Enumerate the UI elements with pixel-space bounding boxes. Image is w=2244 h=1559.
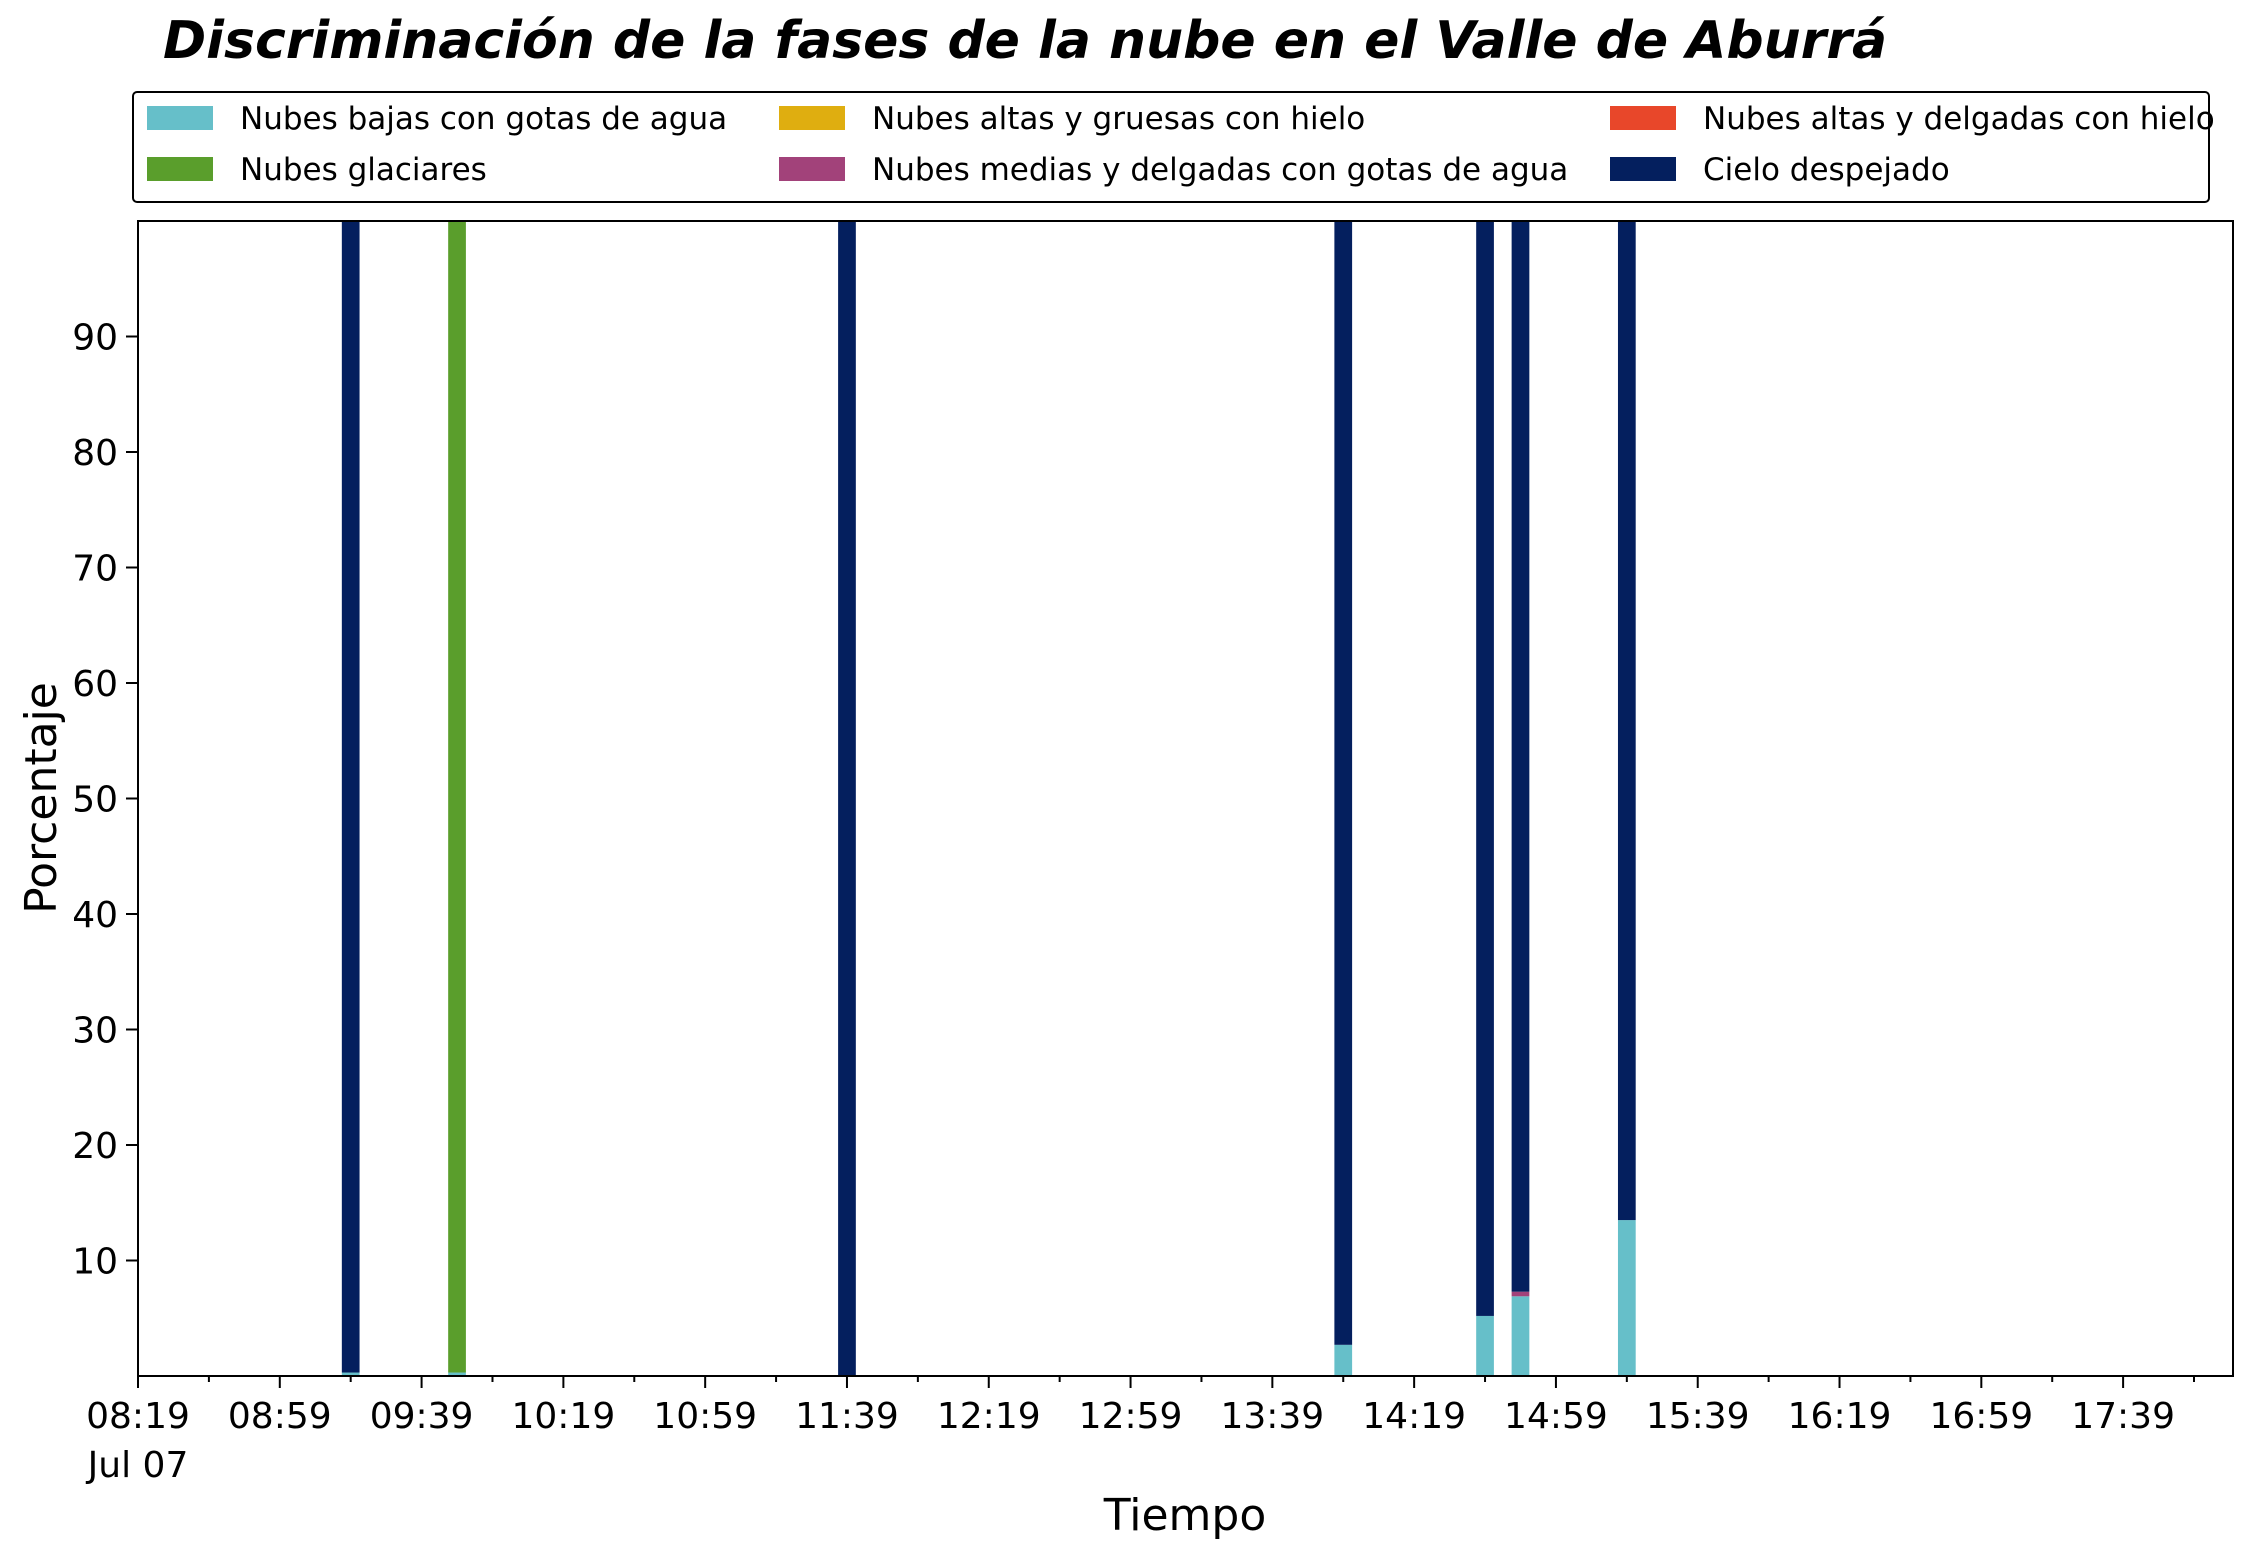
x-tick-label: 10:19 <box>512 1396 616 1437</box>
bar-segment <box>341 221 360 1373</box>
bar-segment <box>1476 1315 1494 1376</box>
y-tick-label: 60 <box>72 664 118 705</box>
y-tick-label: 70 <box>72 549 118 590</box>
x-tick-label: 12:19 <box>937 1396 1041 1437</box>
x-tick-label: 14:59 <box>1504 1396 1608 1437</box>
legend-item: Nubes glaciares <box>147 152 487 188</box>
legend-item: Nubes altas y delgadas con hielo <box>1610 101 2215 137</box>
bar-segment <box>838 221 856 1376</box>
y-tick-label: 30 <box>72 1011 118 1052</box>
x-tick-label: 15:39 <box>1646 1396 1750 1437</box>
legend-swatch <box>147 106 213 130</box>
legend-label: Cielo despejado <box>1703 152 1950 188</box>
legend-item: Cielo despejado <box>1610 152 1950 188</box>
bar-segment <box>448 1372 466 1376</box>
y-tick-label: 90 <box>72 318 118 359</box>
legend-swatch <box>779 157 845 181</box>
bar-segment <box>1334 1344 1353 1376</box>
bar-segment <box>1617 221 1636 1221</box>
y-axis: 10 20 30 40 50 60 70 80 90 <box>72 318 138 1283</box>
y-tick-label: 20 <box>72 1126 118 1167</box>
bar-segment <box>1511 1296 1530 1376</box>
legend-frame <box>132 91 2210 203</box>
legend-swatch <box>147 157 213 181</box>
legend-label: Nubes altas y delgadas con hielo <box>1703 101 2215 137</box>
y-axis-label: Porcentaje <box>16 682 67 914</box>
bar-segment <box>1476 221 1494 1316</box>
legend-item: Nubes bajas con gotas de agua <box>147 101 727 137</box>
x-axis: 08:19 08:59 09:39 10:19 10:59 11:39 12:19 12:59… <box>86 1376 2196 1486</box>
x-tick-label: 13:39 <box>1220 1396 1324 1437</box>
y-tick-label: 10 <box>72 1242 118 1283</box>
x-tick-label: 08:59 <box>228 1396 332 1437</box>
bars-group <box>341 221 1636 1376</box>
legend-label: Nubes altas y gruesas con hielo <box>872 101 1365 137</box>
bar-segment <box>1334 221 1353 1345</box>
y-tick-label: 40 <box>72 895 118 936</box>
x-tick-label: 16:59 <box>1929 1396 2033 1437</box>
x-tick-label: 12:59 <box>1079 1396 1183 1437</box>
x-tick-label: 17:39 <box>2071 1396 2175 1437</box>
legend-label: Nubes medias y delgadas con gotas de agu… <box>872 152 1568 188</box>
x-tick-label: 08:19 <box>86 1396 190 1437</box>
bar-segment <box>341 1372 360 1376</box>
legend-swatch <box>1610 157 1676 181</box>
legend-label: Nubes bajas con gotas de agua <box>240 101 727 137</box>
y-tick-label: 50 <box>72 780 118 821</box>
bar-segment <box>1511 1291 1530 1297</box>
bar-segment <box>1511 221 1530 1292</box>
bar-segment <box>1617 1220 1636 1376</box>
legend: Nubes bajas con gotas de agua Nubes glaci… <box>132 91 2215 203</box>
legend-item: Nubes medias y delgadas con gotas de agu… <box>779 152 1568 188</box>
legend-item: Nubes altas y gruesas con hielo <box>779 101 1365 137</box>
bar-segment <box>448 221 466 1373</box>
legend-label: Nubes glaciares <box>240 152 487 188</box>
x-axis-label: Tiempo <box>1103 1490 1267 1541</box>
x-tick-label: 16:19 <box>1788 1396 1892 1437</box>
x-date-label: Jul 07 <box>86 1445 189 1486</box>
x-tick-label: 11:39 <box>795 1396 899 1437</box>
x-tick-label: 14:19 <box>1362 1396 1466 1437</box>
x-tick-label: 10:59 <box>653 1396 757 1437</box>
plot-area <box>137 220 2234 1377</box>
x-tick-label: 09:39 <box>370 1396 474 1437</box>
legend-swatch <box>779 106 845 130</box>
chart-title: Discriminación de la fases de la nube en… <box>163 11 1887 71</box>
legend-swatch <box>1610 106 1676 130</box>
y-tick-label: 80 <box>72 433 118 474</box>
